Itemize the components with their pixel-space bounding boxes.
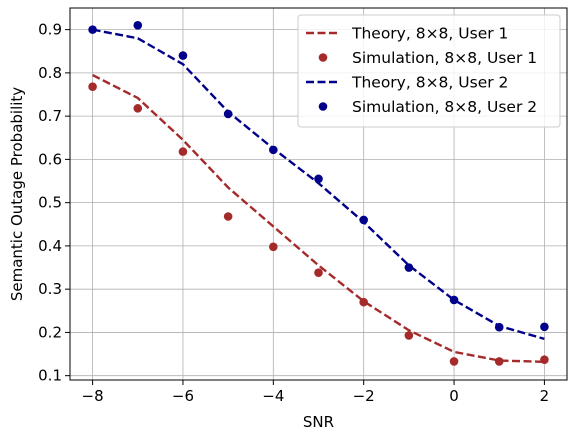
legend-label: Simulation, 8×8, User 1 <box>352 49 537 67</box>
series-point-3 <box>88 25 97 34</box>
series-point-3 <box>314 174 323 184</box>
legend-label: Theory, 8×8, User 1 <box>351 25 508 43</box>
y-tick-label: 0.2 <box>38 323 62 341</box>
y-axis-label: Semantic Outage Probability <box>8 87 26 301</box>
series-point-3 <box>269 145 278 155</box>
series-point-3 <box>404 263 414 272</box>
legend-entry: Simulation, 8×8, User 2 <box>318 98 537 116</box>
series-point-3 <box>449 295 459 305</box>
x-tick-label: 2 <box>540 387 550 405</box>
y-tick-label: 0.1 <box>38 367 62 385</box>
series-point-3 <box>540 322 549 332</box>
series-point-3 <box>494 322 504 332</box>
series-point-1 <box>178 147 188 156</box>
legend-marker-swatch <box>318 53 328 62</box>
series-point-1 <box>223 212 233 221</box>
y-tick-label: 0.3 <box>38 280 62 298</box>
x-tick-label: 0 <box>449 387 459 405</box>
series-point-1 <box>540 355 549 364</box>
series-line-0 <box>92 73 545 364</box>
series-point-1 <box>88 82 97 92</box>
legend-marker-swatch <box>318 102 328 111</box>
series-point-3 <box>178 51 188 60</box>
y-tick-label: 0.7 <box>38 107 62 125</box>
y-tick-label: 0.9 <box>38 21 62 39</box>
legend-entry: Simulation, 8×8, User 1 <box>318 49 537 67</box>
x-tick-label: −2 <box>353 387 375 405</box>
plot-series <box>88 21 549 366</box>
axis-ticks: −8 −6 −4 −2 0 2 0.1 0.2 0.3 0.4 0.5 0.6 0.7 0.8 0.9 <box>38 21 549 405</box>
legend-entry: Theory, 8×8, User 1 <box>306 25 508 43</box>
series-point-3 <box>133 21 143 30</box>
legend-label: Simulation, 8×8, User 2 <box>352 98 537 116</box>
series-line-2 <box>92 28 545 341</box>
plot-frame <box>69 7 568 381</box>
series-point-1 <box>133 104 143 113</box>
x-tick-label: −8 <box>82 387 104 405</box>
legend-entry: Theory, 8×8, User 2 <box>306 74 508 92</box>
series-point-1 <box>494 357 504 366</box>
series-point-1 <box>269 242 278 252</box>
y-tick-label: 0.6 <box>38 150 62 168</box>
series-point-1 <box>359 297 368 307</box>
series-point-3 <box>359 215 368 225</box>
y-tick-label: 0.4 <box>38 237 62 255</box>
legend-label: Theory, 8×8, User 2 <box>351 74 508 92</box>
legend-box <box>297 14 561 128</box>
series-point-1 <box>449 357 459 366</box>
legend: Theory, 8×8, User 1 Simulation, 8×8, User… <box>297 14 561 128</box>
x-tick-label: −4 <box>262 387 284 405</box>
x-axis-label: SNR <box>303 413 334 431</box>
series-point-3 <box>223 109 233 119</box>
series-point-1 <box>404 331 414 340</box>
y-tick-label: 0.8 <box>38 64 62 82</box>
x-tick-label: −6 <box>172 387 194 405</box>
y-tick-label: 0.5 <box>38 194 62 212</box>
series-point-1 <box>314 268 323 278</box>
